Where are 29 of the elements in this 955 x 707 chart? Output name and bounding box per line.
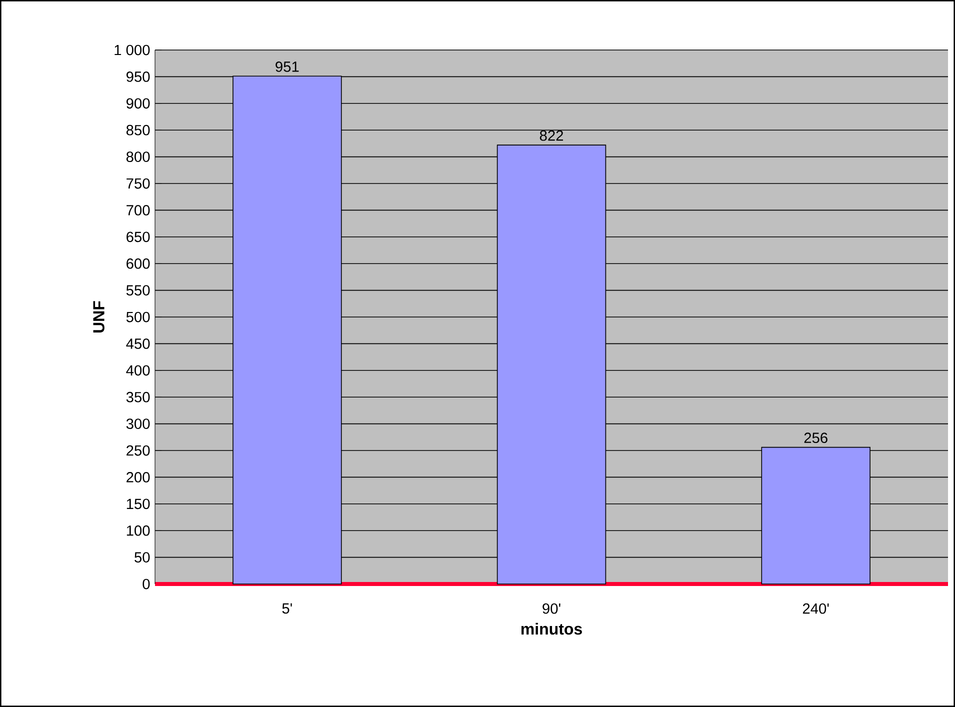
y-tick-label: 600 bbox=[126, 258, 150, 269]
y-tick-label: 1 000 bbox=[114, 44, 150, 56]
y-tick-label: 700 bbox=[126, 205, 150, 216]
x-axis-title: minutos bbox=[521, 622, 582, 635]
y-tick-label: 350 bbox=[126, 392, 150, 402]
data-label: 822 bbox=[540, 130, 564, 141]
y-tick-label: 750 bbox=[126, 178, 150, 189]
x-tick-label: 5' bbox=[282, 603, 292, 614]
data-label: 256 bbox=[804, 432, 828, 444]
y-tick-label: 300 bbox=[126, 418, 150, 429]
data-label: 951 bbox=[276, 62, 299, 72]
y-tick-label: 950 bbox=[126, 72, 150, 82]
y-axis-title: UNF bbox=[93, 301, 104, 332]
x-tick-label: 240' bbox=[802, 603, 829, 614]
y-tick-label: 900 bbox=[126, 98, 150, 109]
y-tick-label: 0 bbox=[142, 578, 150, 590]
y-tick-label: 650 bbox=[126, 232, 150, 242]
y-tick-label: 400 bbox=[126, 365, 150, 376]
x-tick-label: 90' bbox=[542, 603, 560, 614]
y-tick-label: 500 bbox=[126, 312, 150, 322]
y-tick-label: 100 bbox=[126, 525, 150, 536]
y-tick-label: 800 bbox=[126, 152, 150, 162]
y-tick-label: 150 bbox=[126, 498, 150, 510]
y-tick-label: 450 bbox=[126, 338, 150, 349]
y-tick-label: 200 bbox=[126, 472, 150, 482]
y-tick-label: 50 bbox=[134, 552, 150, 562]
y-tick-label: 250 bbox=[126, 445, 150, 456]
y-tick-label: 550 bbox=[126, 285, 150, 296]
y-tick-label: 850 bbox=[126, 124, 150, 136]
